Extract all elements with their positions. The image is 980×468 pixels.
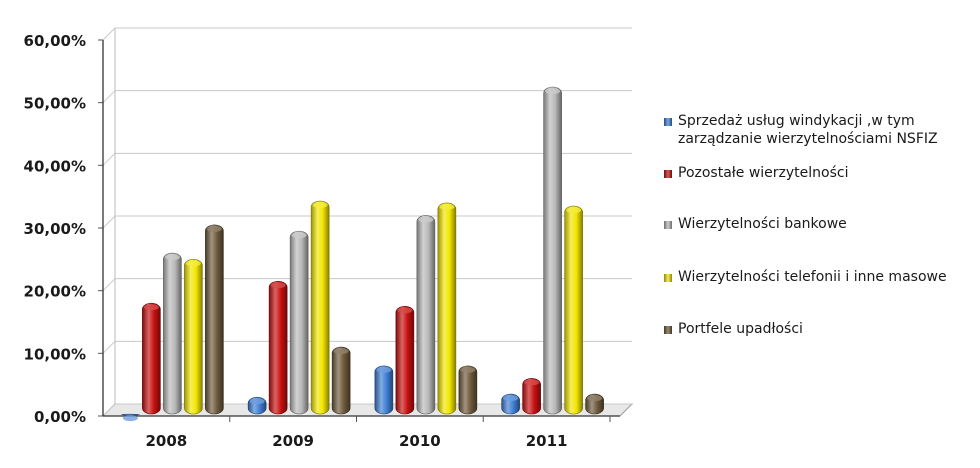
- bar: Portfele upadłości — 2008: 30.5: [205, 224, 224, 415]
- bar-top: [566, 207, 582, 214]
- bar-top: [249, 398, 265, 405]
- bar: Portfele upadłości — 2009: 11: [331, 346, 351, 415]
- legend-swatch: [664, 118, 672, 126]
- bar-top: [291, 232, 307, 239]
- y-tick-label: 40,00%: [24, 157, 86, 175]
- bar-top: [418, 216, 434, 223]
- bar: Sprzedaż usług windykacji ,w tym zarządz…: [247, 396, 267, 415]
- bar: Wierzytelności telefonii i inne masowe —…: [310, 200, 330, 415]
- legend-label: Wierzytelności telefonii i inne masowe: [678, 269, 947, 285]
- bar-chart: Sprzedaż usług windykacji ,w tym zarządz…: [24, 27, 634, 450]
- bar-top: [524, 379, 540, 386]
- legend-item: Wierzytelności telefonii i inne masowe: [664, 268, 947, 286]
- x-axis-ticks: 2008 2009 2010 2011: [146, 432, 568, 450]
- bar-top: [376, 366, 392, 373]
- y-axis-ticks: 0,00% 10,00% 20,00% 30,00% 40,00% 50,00% 60,00…: [24, 32, 86, 426]
- gridline-diagonal: [102, 403, 116, 417]
- legend-label: Pozostałe wierzytelności: [678, 165, 849, 181]
- y-tick-label: 20,00%: [24, 283, 86, 301]
- bar: Wierzytelności bankowe — 2011: 52.5: [543, 86, 562, 415]
- bar-body: [268, 280, 288, 415]
- bar-body: [163, 252, 182, 415]
- legend-item: Sprzedaż usług windykacji ,w tym zarządz…: [664, 112, 938, 148]
- bar-top: [185, 260, 201, 267]
- bar-top: [587, 395, 603, 402]
- gridline-diagonal: [102, 90, 116, 104]
- legend-swatch: [664, 326, 672, 334]
- bar-body: [121, 413, 140, 416]
- bar-top: [545, 88, 561, 94]
- y-tick-label: 10,00%: [24, 345, 86, 363]
- bar-top: [312, 202, 328, 209]
- legend-item: Portfele upadłości: [664, 320, 803, 338]
- y-tick-label: 0,00%: [34, 408, 86, 426]
- bar: Pozostałe wierzytelności — 2010: 17.5: [395, 306, 415, 415]
- gridline-diagonal: [102, 278, 116, 292]
- legend-item: Pozostałe wierzytelności: [664, 164, 848, 182]
- bars: Sprzedaż usług windykacji ,w tym zarządz…: [121, 86, 604, 422]
- x-tick-label: 2011: [526, 432, 568, 450]
- bar: Pozostałe wierzytelności — 2011: 6: [522, 378, 541, 415]
- x-tick-label: 2008: [146, 432, 188, 450]
- legend-swatch: [664, 170, 672, 178]
- bar-body: [374, 365, 394, 415]
- bar: Pozostałe wierzytelności — 2008: 18: [142, 302, 161, 415]
- bar: Portfele upadłości — 2010: 8: [458, 365, 478, 415]
- bar: Wierzytelności bankowe — 2010: 32: [416, 215, 436, 415]
- bar-body: [310, 200, 330, 415]
- bar-top: [122, 415, 138, 422]
- legend-swatch: [664, 274, 672, 282]
- bar-body: [395, 306, 415, 415]
- axes: [98, 28, 620, 422]
- gridline-diagonal: [102, 215, 116, 229]
- bar-body: [522, 378, 541, 415]
- bar-top: [206, 225, 222, 232]
- bar: Sprzedaż usług windykacji ,w tym zarządz…: [121, 413, 140, 422]
- bar: Portfele upadłości — 2011: 3.5: [585, 393, 604, 415]
- y-tick-label: 30,00%: [24, 220, 86, 238]
- bar-top: [439, 203, 455, 210]
- bar-top: [164, 254, 180, 261]
- bar: Pozostałe wierzytelności — 2009: 21.5: [268, 280, 288, 415]
- bar-body: [458, 365, 478, 415]
- bar-body: [416, 215, 436, 415]
- legend-label: Sprzedaż usług windykacji ,w tym zarządz…: [678, 113, 938, 147]
- x-tick-label: 2010: [399, 432, 441, 450]
- bar-body: [184, 259, 203, 415]
- bar-top: [143, 304, 159, 311]
- legend-item: Wierzytelności bankowe: [664, 215, 847, 233]
- x-tick-label: 2009: [272, 432, 314, 450]
- legend-swatch: [664, 221, 672, 229]
- gridline-diagonal: [102, 27, 116, 41]
- legend-label: Wierzytelności bankowe: [678, 216, 847, 232]
- bar-top: [503, 395, 519, 402]
- bar-body: [331, 346, 351, 415]
- bar: Wierzytelności bankowe — 2009: 29.5: [289, 230, 309, 415]
- bar-top: [270, 282, 286, 289]
- bar-body: [289, 230, 309, 415]
- bar-body: [564, 205, 583, 415]
- bar: Sprzedaż usług windykacji ,w tym zarządz…: [374, 365, 394, 415]
- bar: Wierzytelności bankowe — 2008: 26: [163, 252, 182, 415]
- y-tick-label: 50,00%: [24, 95, 86, 113]
- bar-body: [543, 86, 562, 415]
- gridline-diagonal: [102, 152, 116, 166]
- bar-top: [333, 348, 349, 355]
- bar-body: [205, 224, 224, 415]
- bar-top: [397, 307, 413, 314]
- bar-top: [460, 366, 476, 373]
- bar: Wierzytelności telefonii i inne masowe —…: [437, 202, 457, 415]
- legend-label: Portfele upadłości: [678, 321, 803, 337]
- bar-body: [142, 302, 161, 415]
- bar: Wierzytelności telefonii i inne masowe —…: [184, 259, 203, 415]
- y-tick-label: 60,00%: [24, 32, 86, 50]
- bar: Wierzytelności telefonii i inne masowe —…: [564, 205, 583, 415]
- gridline-diagonal: [102, 340, 116, 354]
- legend: Sprzedaż usług windykacji ,w tym zarządz…: [664, 0, 974, 468]
- bar-body: [437, 202, 457, 415]
- bar: Sprzedaż usług windykacji ,w tym zarządz…: [501, 393, 520, 415]
